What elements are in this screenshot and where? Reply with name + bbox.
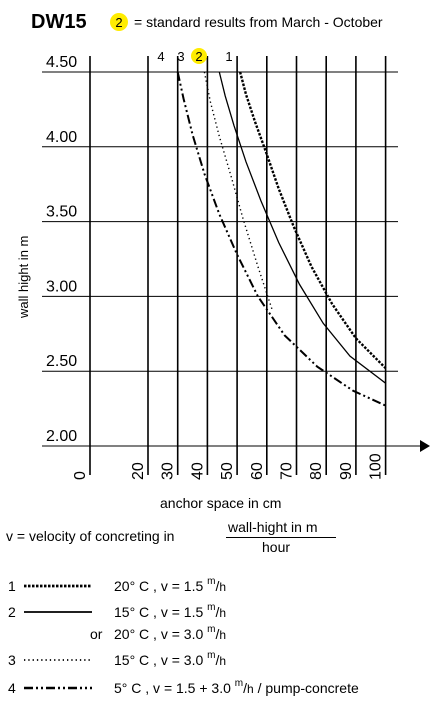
badge-number: 2 [115,15,122,30]
x-tick-label: 50 [219,462,236,480]
chart-svg: DW15 2 = standard results from March - Oct… [16,11,430,511]
legend-swatch [24,611,92,613]
velocity-prefix: v = velocity of concreting in [6,528,175,544]
legend-text: 20° C , v = 3.0 m/h [114,624,227,642]
series-line-1 [238,71,387,370]
x-tick-label: 20 [130,462,147,480]
legend-number: 2 [8,604,16,620]
x-tick-label: 100 [368,453,385,480]
legend-swatch [24,659,92,661]
x-tick-label: 40 [189,462,206,480]
legend-text: 20° C , v = 1.5 m/h [114,576,227,594]
x-tick-label: 30 [160,462,177,480]
curve-label: 3 [177,49,184,64]
y-tick-label: 3.00 [46,278,77,295]
y-tick-label: 2.50 [46,353,77,370]
series-line-4 [176,71,387,407]
x-tick-label: 90 [338,462,355,480]
header-text: = standard results from March - October [134,14,383,30]
curve-label: 2 [195,49,202,64]
legend-number: 1 [8,578,16,594]
legend-or: or [90,626,103,642]
y-tick-label: 2.00 [46,428,77,445]
x-tick-label: 0 [72,471,89,480]
curve-label-badge [191,48,207,64]
curve-label: 4 [157,49,164,64]
velocity-numerator: wall-hight in m [228,519,318,535]
legend-text: 5° C , v = 1.5 + 3.0 m/h / pump-concrete [114,678,359,696]
y-axis-label: wall hight in m [16,236,31,319]
x-axis-label: anchor space in cm [160,495,281,511]
legend-number: 3 [8,652,16,668]
legend-text: 15° C , v = 3.0 m/h [114,650,227,668]
x-tick-label: 80 [308,462,325,480]
chart-model-title: DW15 [31,11,87,33]
velocity-denominator: hour [262,539,291,555]
y-tick-label: 3.50 [46,204,77,221]
curve-label: 1 [225,49,232,64]
y-tick-label: 4.50 [46,54,77,71]
x-tick-label: 60 [249,462,266,480]
y-tick-label: 4.00 [46,129,77,146]
legend-number: 4 [8,680,16,696]
fraction-bar [226,537,336,538]
legend-swatch [24,584,92,588]
legend-text: 15° C , v = 1.5 m/h [114,602,227,620]
legend-swatch [24,686,92,690]
series-line-2 [218,71,386,384]
x-axis-arrow [420,440,430,452]
series-line-3 [203,71,274,312]
x-tick-label: 70 [279,462,296,480]
badge-circle [110,13,128,31]
